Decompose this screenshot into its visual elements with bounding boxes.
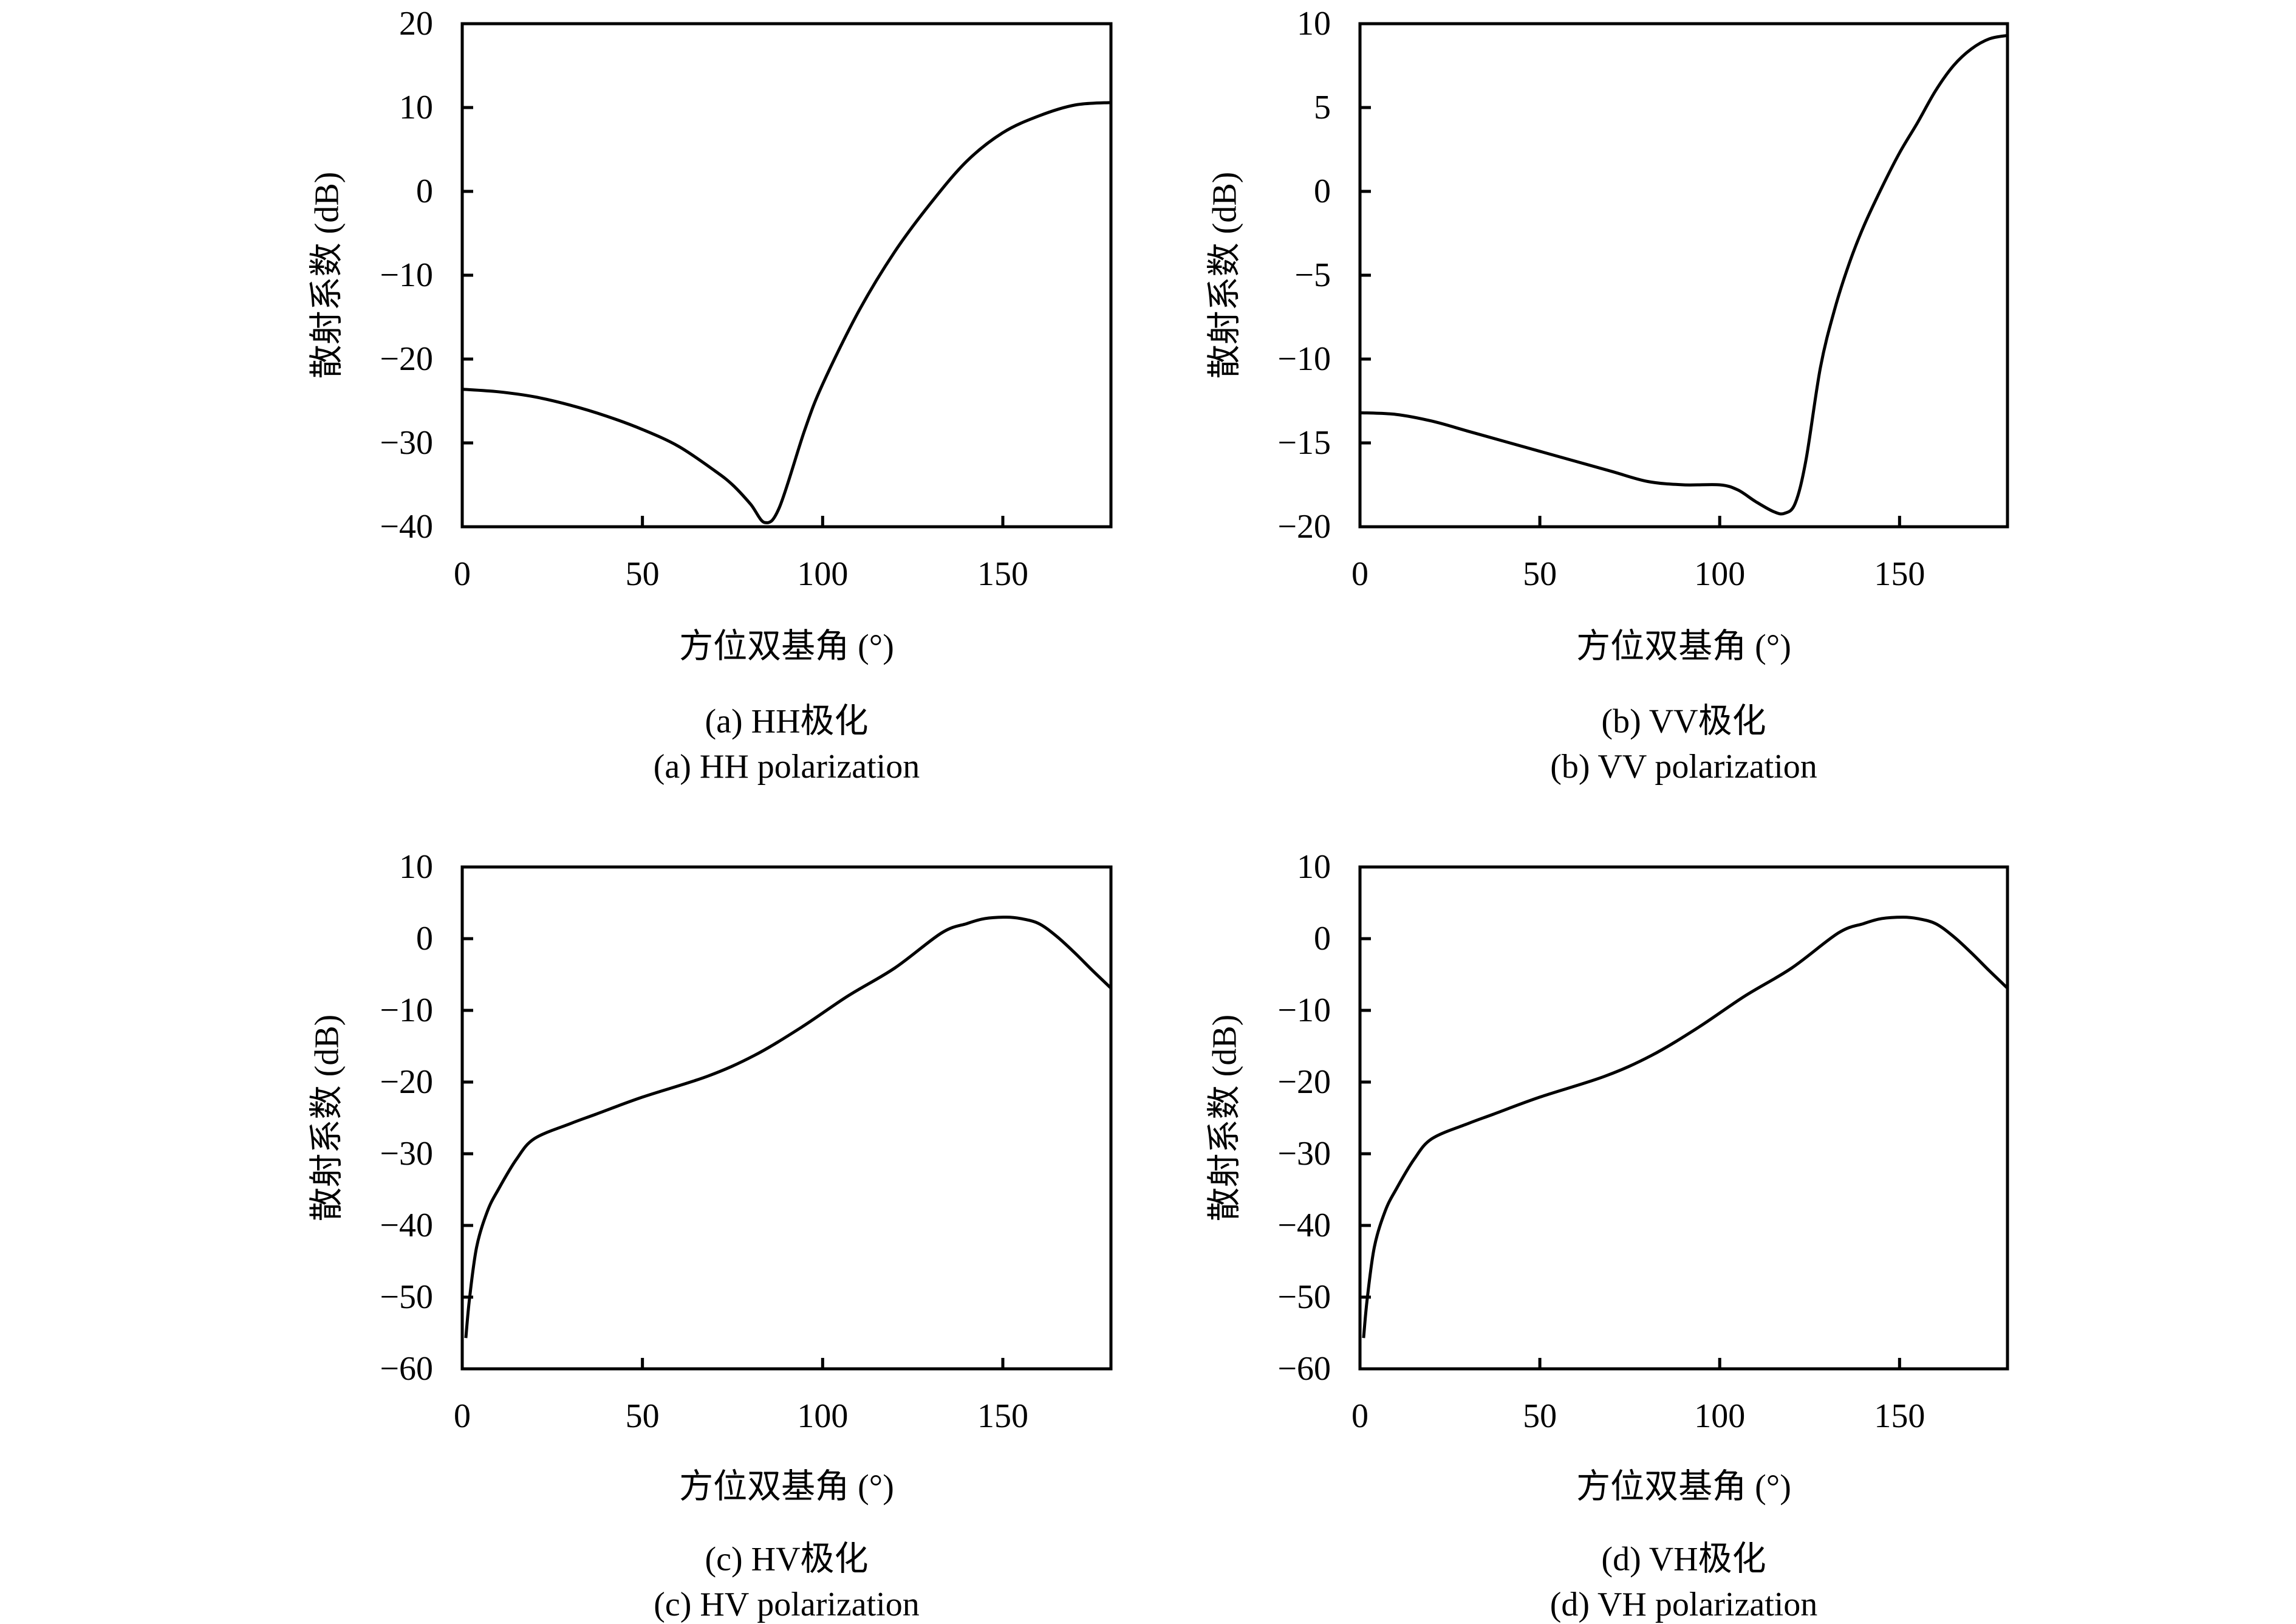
x-tick-label: 150 xyxy=(977,1397,1028,1435)
y-tick-label: −10 xyxy=(1277,340,1331,378)
y-tick-label: −20 xyxy=(1277,1063,1331,1101)
y-tick-label: −40 xyxy=(1277,1207,1331,1244)
y-tick-label: 10 xyxy=(399,848,433,886)
y-tick-label: 0 xyxy=(1314,920,1331,958)
x-tick-label: 0 xyxy=(1351,1397,1368,1435)
caption-cn: (a) HH极化 xyxy=(705,702,869,741)
x-axis-label: 方位双基角 (°) xyxy=(1576,1468,1791,1506)
axes-frame xyxy=(1358,865,2009,1371)
x-tick-label: 100 xyxy=(797,555,849,593)
caption-cn: (b) VV极化 xyxy=(1601,702,1766,741)
y-tick-label: 0 xyxy=(416,920,433,958)
y-tick-label: 0 xyxy=(1314,173,1331,210)
x-tick-label: 150 xyxy=(1874,1397,1925,1435)
x-tick-label: 150 xyxy=(1874,555,1925,593)
axes-frame xyxy=(460,865,1113,1371)
axes-frame xyxy=(460,22,1113,529)
x-axis-label: 方位双基角 (°) xyxy=(679,1468,894,1506)
y-tick-label: −20 xyxy=(380,340,433,378)
y-tick-label: −30 xyxy=(380,1135,433,1173)
y-tick-label: −30 xyxy=(380,424,433,462)
y-tick-label: −10 xyxy=(380,256,433,294)
subplot-1 xyxy=(1358,22,2009,529)
caption-en: (c) HV polarization xyxy=(654,1586,920,1623)
x-tick-label: 0 xyxy=(454,555,471,593)
y-tick-label: 10 xyxy=(399,89,433,126)
x-tick-label: 50 xyxy=(625,1397,660,1435)
y-tick-label: −50 xyxy=(1277,1278,1331,1316)
series-line xyxy=(462,101,1112,524)
y-axis-label: 散射系数 (dB) xyxy=(308,1014,346,1222)
x-tick-label: 150 xyxy=(977,555,1028,593)
x-tick-label: 100 xyxy=(1694,1397,1746,1435)
axes-frame xyxy=(1358,22,2009,529)
y-axis-label: 散射系数 (dB) xyxy=(308,171,346,379)
y-tick-label: −60 xyxy=(380,1350,433,1388)
y-tick-label: −5 xyxy=(1294,256,1331,294)
x-tick-label: 0 xyxy=(1351,555,1368,593)
series-line xyxy=(1359,33,2008,516)
y-tick-label: −20 xyxy=(380,1063,433,1101)
y-tick-label: −20 xyxy=(1277,508,1331,546)
y-tick-label: −40 xyxy=(380,1207,433,1244)
series-line xyxy=(1362,916,2009,1338)
y-tick-label: 20 xyxy=(399,5,433,43)
y-tick-label: 0 xyxy=(416,173,433,210)
y-tick-label: −60 xyxy=(1277,1350,1331,1388)
subplot-2 xyxy=(460,865,1113,1371)
subplot-0 xyxy=(460,22,1113,529)
x-tick-label: 50 xyxy=(1523,555,1557,593)
x-axis-label: 方位双基角 (°) xyxy=(679,628,894,666)
x-tick-label: 50 xyxy=(625,555,660,593)
y-tick-label: 5 xyxy=(1314,89,1331,126)
caption-cn: (d) VH极化 xyxy=(1601,1540,1766,1578)
y-tick-label: −10 xyxy=(1277,992,1331,1029)
y-tick-label: −15 xyxy=(1277,424,1331,462)
y-tick-label: 10 xyxy=(1297,5,1331,43)
y-tick-label: −50 xyxy=(380,1278,433,1316)
y-tick-label: 10 xyxy=(1297,848,1331,886)
y-tick-label: −40 xyxy=(380,508,433,546)
y-tick-label: −30 xyxy=(1277,1135,1331,1173)
y-axis-label: 散射系数 (dB) xyxy=(1206,171,1244,379)
x-axis-label: 方位双基角 (°) xyxy=(1576,628,1791,666)
subplot-3 xyxy=(1358,865,2009,1371)
y-tick-label: −10 xyxy=(380,992,433,1029)
caption-cn: (c) HV极化 xyxy=(705,1540,869,1578)
caption-en: (b) VV polarization xyxy=(1550,748,1817,786)
series-line xyxy=(464,916,1112,1338)
x-tick-label: 0 xyxy=(454,1397,471,1435)
y-axis-label: 散射系数 (dB) xyxy=(1206,1014,1244,1222)
x-tick-label: 50 xyxy=(1523,1397,1557,1435)
x-tick-label: 100 xyxy=(797,1397,849,1435)
x-tick-label: 100 xyxy=(1694,555,1746,593)
caption-en: (a) HH polarization xyxy=(653,748,920,786)
caption-en: (d) VH polarization xyxy=(1549,1586,1818,1623)
